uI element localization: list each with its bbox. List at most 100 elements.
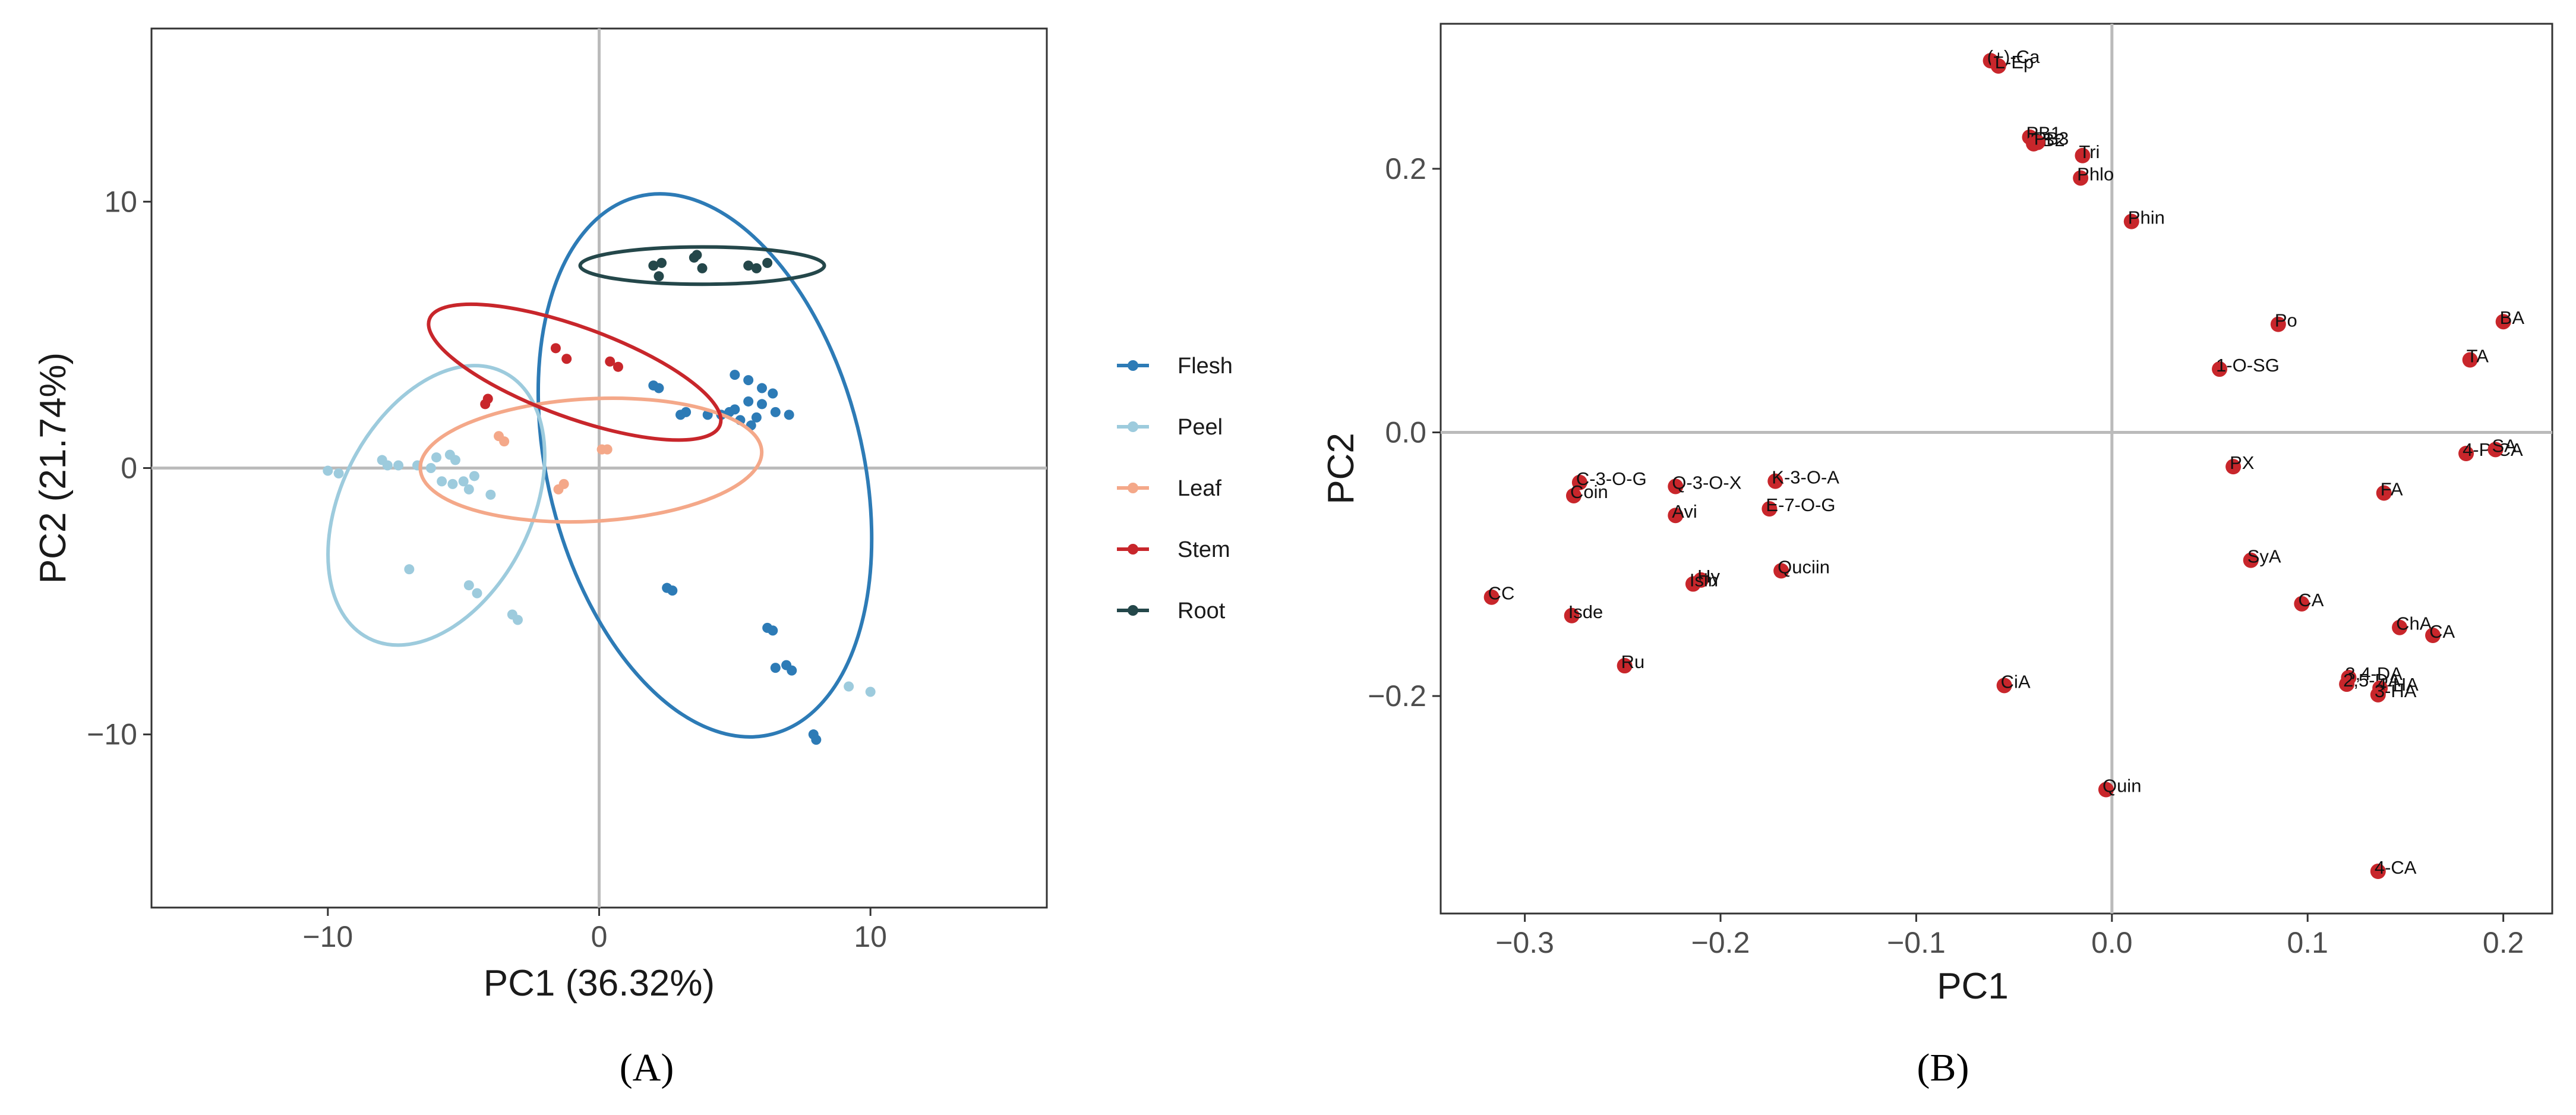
score-plot-panel: −10 0 10 −10 0 10 PC1 (36.32%) PC2 (21.74%) Fles… [33,27,1233,1089]
plot-frame [1439,23,2553,915]
x-axis-title: PC1 [1937,966,2009,1007]
loading-point-label: PB3 [2034,128,2069,149]
loading-point-label: 3-HA [2375,681,2417,701]
loading-point-label: Phin [2128,207,2165,228]
legend-label: Peel [1177,415,1223,440]
x-tick-label: −0.3 [1495,926,1554,959]
data-point-peel [447,478,458,489]
confidence-ellipse-stem [427,302,723,442]
data-point-root [743,260,754,271]
loading-point [2270,316,2286,332]
loading-point-label: L-Ep [1995,52,2034,73]
legend-key-point [1128,544,1138,555]
data-point-peel [844,681,854,692]
loading-point [1996,678,2012,694]
data-point-flesh [757,399,767,410]
loading-point-label: SA [2492,435,2517,456]
data-point-flesh [770,407,781,417]
loading-point-label: PX [2230,452,2255,473]
x-tick-label: 0.0 [2091,926,2133,959]
data-point-flesh [724,407,735,417]
loading-point [2370,686,2386,703]
loading-point-label: Ru [1621,651,1645,672]
y-tick-label: 0.2 [1385,152,1426,185]
panel-label: (B) [1917,1046,1969,1089]
loading-point [1685,576,1701,592]
y-axis-title: PC2 (21.74%) [33,352,74,584]
loading-point [2243,552,2259,568]
data-point-root [697,263,708,273]
data-point-stem [613,361,623,372]
loading-point-label: 2,5-DA [2343,670,2401,691]
data-point-flesh [784,410,794,420]
data-point-root [656,257,667,268]
loading-point-label: 4-CA [2375,857,2417,878]
x-tick-label: −10 [302,920,353,953]
loading-point [2458,445,2474,461]
y-tick-label: −0.2 [1368,679,1426,713]
x-tick-label: 0.2 [2483,926,2524,959]
data-point-stem [480,399,491,410]
loading-point-label: Po [2275,310,2297,331]
data-point-peel [463,580,474,591]
loading-point-label: Isde [1568,601,1603,622]
data-point-flesh [811,735,822,745]
loading-point [2294,596,2310,612]
data-point-peel [382,460,393,471]
data-point-flesh [757,383,767,393]
loading-point-label: Quciin [1778,556,1830,577]
loading-point-label: TA [2467,346,2489,367]
data-point-stem [561,354,572,364]
data-point-flesh [654,383,664,393]
legend-label: Leaf [1177,476,1221,501]
loading-point [2392,619,2408,635]
data-point-peel [450,455,460,465]
loading-point [2029,134,2045,150]
data-point-stem [550,343,561,354]
loading-point-label: Tri [2079,141,2100,162]
loading-point-label: CA [2298,590,2324,610]
loading-point [1617,658,1633,674]
loading-point [2462,352,2478,368]
x-tick-label: 0.1 [2287,926,2328,959]
confidence-ellipse-leaf [418,396,764,524]
data-point-stem [605,356,615,367]
confidence-ellipse-root [578,245,826,286]
legend-key-point [1128,605,1138,616]
x-axis-title: PC1 (36.32%) [484,963,715,1004]
data-point-peel [425,463,436,473]
data-point-root [762,257,773,268]
loading-point-label: E-7-O-G [1766,494,1835,515]
data-point-peel [431,452,441,463]
data-point-flesh [787,665,797,676]
loading-point-label: Quin [2103,776,2141,796]
loading-plot-panel: −0.3 −0.2 −0.1 0.0 0.1 0.2−0.20.00.2PC1PC2(+)… [1321,23,2553,1089]
loading-point [1483,589,1499,605]
loading-point [2339,676,2355,692]
data-point-flesh [768,625,778,636]
data-point-root [692,250,702,260]
x-tick-label: −0.2 [1691,926,1750,959]
legend-label: Flesh [1177,354,1233,379]
legend-key-point [1128,360,1138,371]
data-point-peel [472,588,482,599]
data-point-flesh [667,585,678,596]
loading-point [1571,474,1587,490]
data-point-flesh [743,396,754,407]
data-point-peel [437,476,447,487]
loading-point [2225,459,2242,475]
legend-label: Stem [1177,537,1230,562]
data-point-leaf [602,444,613,455]
loading-point [2425,628,2441,644]
data-point-peel [323,465,333,476]
loading-point-label: 3,4-DA [2345,663,2403,684]
y-axis-title: PC2 [1321,433,1362,505]
data-point-peel [404,564,415,575]
data-point-flesh [675,410,686,420]
x-tick-label: −0.1 [1887,926,1946,959]
legend-label: Root [1177,599,1226,623]
loading-point [2075,147,2091,163]
legend-key-point [1128,483,1138,493]
loading-point-label: Phlo [2077,163,2114,184]
